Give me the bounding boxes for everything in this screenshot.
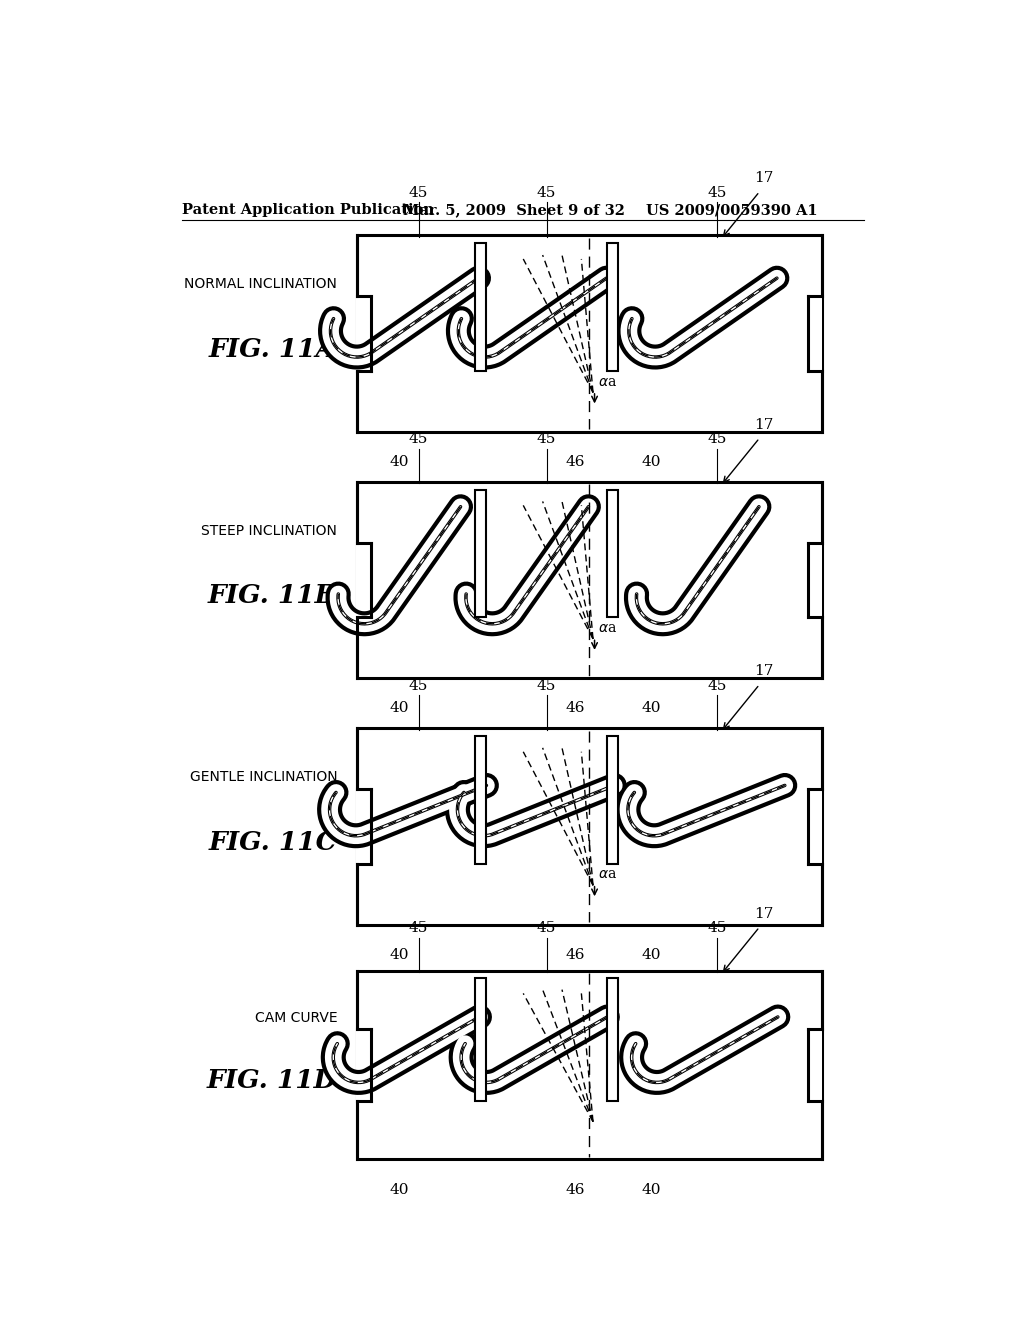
Text: $\alpha$a: $\alpha$a xyxy=(598,375,616,388)
Text: 45: 45 xyxy=(409,186,428,199)
Text: CAM CURVE: CAM CURVE xyxy=(255,1011,337,1024)
Text: 40: 40 xyxy=(641,1183,660,1196)
Text: Patent Application Publication: Patent Application Publication xyxy=(182,203,434,216)
Bar xyxy=(807,296,822,371)
Text: $\alpha$a: $\alpha$a xyxy=(598,867,616,882)
Text: 40: 40 xyxy=(389,701,409,715)
Text: 45: 45 xyxy=(409,921,428,936)
Bar xyxy=(356,543,372,618)
Text: 45: 45 xyxy=(708,186,727,199)
FancyBboxPatch shape xyxy=(356,729,821,924)
Bar xyxy=(475,490,486,618)
Text: Mar. 5, 2009  Sheet 9 of 32: Mar. 5, 2009 Sheet 9 of 32 xyxy=(403,203,625,216)
Text: 45: 45 xyxy=(409,678,428,693)
Bar xyxy=(607,737,617,863)
Bar xyxy=(356,296,372,371)
Text: 17: 17 xyxy=(754,907,773,921)
Text: 45: 45 xyxy=(409,433,428,446)
Text: FIG. 11B: FIG. 11B xyxy=(208,583,337,609)
Text: FIG. 11A: FIG. 11A xyxy=(209,337,337,362)
Bar xyxy=(475,243,486,371)
Bar xyxy=(607,490,617,618)
Bar xyxy=(475,978,486,1101)
Text: 45: 45 xyxy=(537,186,556,199)
Text: 40: 40 xyxy=(641,948,660,962)
Text: 46: 46 xyxy=(565,948,585,962)
Text: 46: 46 xyxy=(565,701,585,715)
Bar xyxy=(356,789,372,863)
Bar xyxy=(807,789,822,863)
Bar xyxy=(475,737,486,863)
Text: US 2009/0059390 A1: US 2009/0059390 A1 xyxy=(646,203,817,216)
Text: 40: 40 xyxy=(389,1183,409,1196)
Text: 17: 17 xyxy=(754,417,773,432)
Bar xyxy=(607,978,617,1101)
Bar xyxy=(607,243,617,371)
Text: 45: 45 xyxy=(537,678,556,693)
Bar xyxy=(356,1030,372,1101)
Text: 45: 45 xyxy=(708,433,727,446)
Text: 46: 46 xyxy=(565,455,585,469)
Text: $\alpha$a: $\alpha$a xyxy=(598,620,616,635)
Text: FIG. 11C: FIG. 11C xyxy=(209,829,337,854)
Text: 45: 45 xyxy=(537,921,556,936)
Text: 45: 45 xyxy=(537,433,556,446)
Text: 46: 46 xyxy=(565,1183,585,1196)
Bar xyxy=(807,1030,822,1101)
FancyBboxPatch shape xyxy=(356,482,821,678)
Text: 17: 17 xyxy=(754,172,773,185)
Text: 45: 45 xyxy=(708,678,727,693)
Text: 40: 40 xyxy=(641,701,660,715)
Text: GENTLE INCLINATION: GENTLE INCLINATION xyxy=(189,771,337,784)
Text: 40: 40 xyxy=(389,948,409,962)
Text: 40: 40 xyxy=(641,455,660,469)
FancyBboxPatch shape xyxy=(356,235,821,432)
Bar xyxy=(807,543,822,618)
Text: 17: 17 xyxy=(754,664,773,678)
Text: STEEP INCLINATION: STEEP INCLINATION xyxy=(202,524,337,537)
FancyBboxPatch shape xyxy=(356,970,821,1159)
Text: 45: 45 xyxy=(708,921,727,936)
Text: 40: 40 xyxy=(389,455,409,469)
Text: NORMAL INCLINATION: NORMAL INCLINATION xyxy=(184,277,337,292)
Text: FIG. 11D: FIG. 11D xyxy=(207,1068,337,1093)
